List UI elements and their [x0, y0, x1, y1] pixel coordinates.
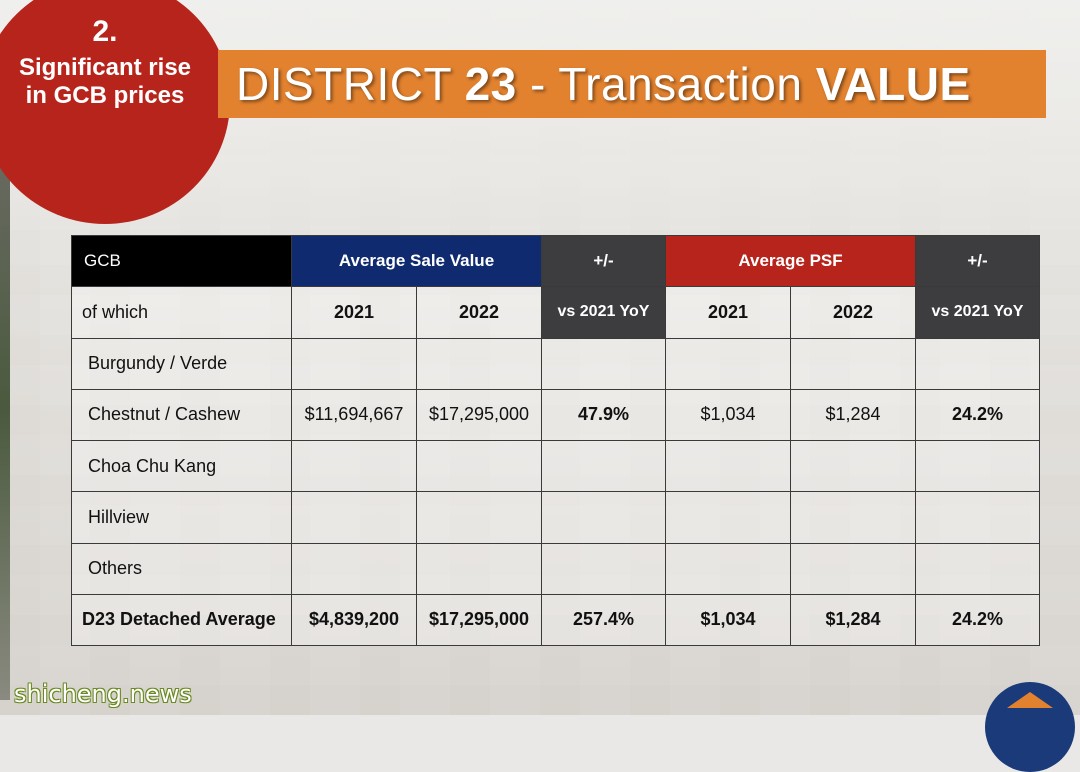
- row-name: Chestnut / Cashew: [71, 388, 292, 442]
- row-name: Burgundy / Verde: [71, 337, 292, 390]
- psf-2021-cell: $1,034: [665, 388, 791, 442]
- subheader-yoy-sale: vs 2021 YoY: [541, 286, 666, 339]
- company-logo: [985, 682, 1075, 772]
- psf-2022-cell: [790, 337, 916, 390]
- sale-change-cell: [541, 491, 666, 544]
- row-name: Hillview: [71, 491, 292, 544]
- header-gcb: GCB: [71, 234, 292, 288]
- sale-2021-cell: $11,694,667: [291, 388, 417, 442]
- table-row: Burgundy / Verde: [71, 337, 1040, 390]
- subheader-of-which: of which: [71, 286, 292, 339]
- psf-2021-cell: [665, 542, 791, 595]
- sale-change-cell: [541, 542, 666, 595]
- psf-2021-cell: [665, 439, 791, 493]
- subheader-2021-psf: 2021: [665, 286, 791, 339]
- table-row: Choa Chu Kang: [71, 439, 1040, 493]
- total-psf-2021: $1,034: [665, 593, 791, 647]
- psf-change-cell: [915, 439, 1040, 493]
- title-text-2: - Transaction: [516, 58, 816, 110]
- total-sale-2022: $17,295,000: [416, 593, 542, 647]
- sale-change-cell: 47.9%: [541, 388, 666, 442]
- watermark-text: shicheng.news: [14, 680, 192, 708]
- house-roof-icon: [1007, 692, 1053, 708]
- transaction-table: GCB Average Sale Value +/- Average PSF +…: [71, 234, 1040, 647]
- table-row: Chestnut / Cashew $11,694,667 $17,295,00…: [71, 388, 1040, 442]
- header-change-sale: +/-: [541, 234, 666, 288]
- section-number: 2.: [92, 15, 118, 48]
- sale-2021-cell: [291, 439, 417, 493]
- section-badge: 2. Significant rise in GCB prices: [0, 0, 230, 224]
- sale-2022-cell: [416, 439, 542, 493]
- psf-change-cell: 24.2%: [915, 388, 1040, 442]
- psf-2022-cell: [790, 439, 916, 493]
- table-total-row: D23 Detached Average $4,839,200 $17,295,…: [71, 593, 1040, 647]
- header-average-sale-value: Average Sale Value: [291, 234, 542, 288]
- left-edge-strip: [0, 120, 10, 700]
- row-name: Others: [71, 542, 292, 595]
- psf-2022-cell: $1,284: [790, 388, 916, 442]
- psf-2022-cell: [790, 542, 916, 595]
- sale-2021-cell: [291, 542, 417, 595]
- sale-2022-cell: [416, 337, 542, 390]
- table-row: Hillview: [71, 491, 1040, 544]
- subheader-2021-sale: 2021: [291, 286, 417, 339]
- sale-2022-cell: [416, 491, 542, 544]
- psf-change-cell: [915, 542, 1040, 595]
- title-district-number: 23: [464, 58, 517, 110]
- title-value-word: VALUE: [815, 58, 971, 110]
- sale-change-cell: [541, 439, 666, 493]
- subheader-yoy-psf: vs 2021 YoY: [915, 286, 1040, 339]
- sale-2022-cell: [416, 542, 542, 595]
- section-caption: Significant rise in GCB prices: [18, 54, 192, 109]
- page-title: DISTRICT 23 - Transaction VALUE: [218, 57, 971, 111]
- total-sale-change: 257.4%: [541, 593, 666, 647]
- subheader-2022-sale: 2022: [416, 286, 542, 339]
- psf-2021-cell: [665, 337, 791, 390]
- psf-2022-cell: [790, 491, 916, 544]
- table-subheader-row: of which 2021 2022 vs 2021 YoY 2021 2022…: [71, 286, 1040, 339]
- header-change-psf: +/-: [915, 234, 1040, 288]
- title-banner: DISTRICT 23 - Transaction VALUE: [218, 50, 1046, 118]
- sale-2021-cell: [291, 491, 417, 544]
- total-psf-2022: $1,284: [790, 593, 916, 647]
- table-row: Others: [71, 542, 1040, 595]
- total-name: D23 Detached Average: [71, 593, 292, 647]
- total-psf-change: 24.2%: [915, 593, 1040, 647]
- sale-2021-cell: [291, 337, 417, 390]
- psf-change-cell: [915, 337, 1040, 390]
- psf-2021-cell: [665, 491, 791, 544]
- subheader-2022-psf: 2022: [790, 286, 916, 339]
- sale-change-cell: [541, 337, 666, 390]
- total-sale-2021: $4,839,200: [291, 593, 417, 647]
- table-header-row: GCB Average Sale Value +/- Average PSF +…: [71, 234, 1040, 288]
- psf-change-cell: [915, 491, 1040, 544]
- sale-2022-cell: $17,295,000: [416, 388, 542, 442]
- row-name: Choa Chu Kang: [71, 439, 292, 493]
- header-average-psf: Average PSF: [665, 234, 916, 288]
- title-text-1: DISTRICT: [236, 58, 465, 110]
